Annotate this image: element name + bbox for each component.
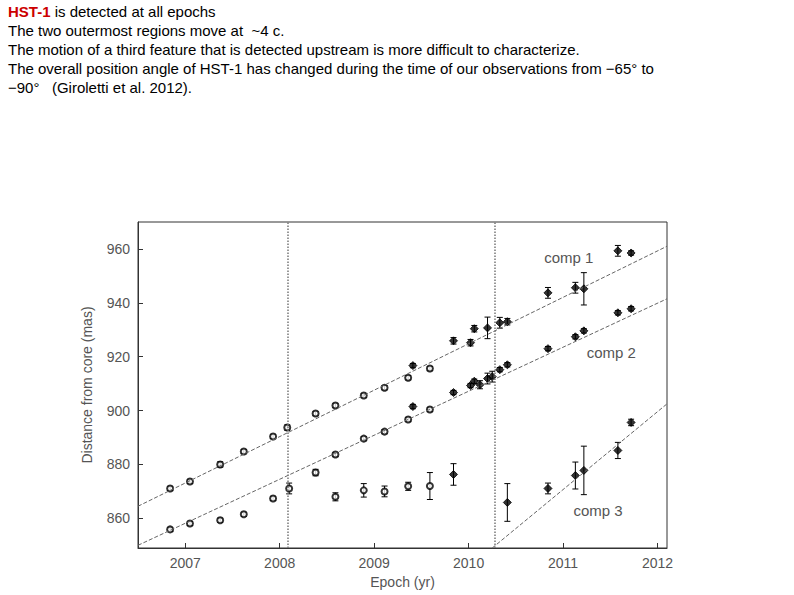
svg-text:comp 2: comp 2 [587, 344, 636, 361]
svg-text:The motion of a third feature: The motion of a third feature that is de… [8, 41, 580, 58]
svg-text:2010: 2010 [453, 555, 484, 571]
svg-text:900: 900 [107, 403, 131, 419]
svg-text:−90° (Giroletti et al. 2012): −90° (Giroletti et al. 2012). [8, 79, 192, 96]
svg-text:2009: 2009 [359, 555, 390, 571]
svg-text:880: 880 [107, 456, 131, 472]
svg-text:The two outermost regions move: The two outermost regions move at ~4 c. [8, 22, 284, 39]
svg-text:960: 960 [107, 241, 131, 257]
svg-text:comp 3: comp 3 [573, 502, 622, 519]
svg-text:is detected at all epochs: is detected at all epochs [51, 3, 216, 20]
svg-text:HST-1: HST-1 [8, 3, 51, 20]
svg-text:2008: 2008 [264, 555, 295, 571]
svg-text:comp 1: comp 1 [544, 249, 593, 266]
svg-text:Epoch (yr): Epoch (yr) [370, 574, 435, 590]
svg-text:860: 860 [107, 510, 131, 526]
svg-text:The overall position angle of: The overall position angle of HST-1 has … [8, 60, 654, 77]
svg-text:920: 920 [107, 349, 131, 365]
svg-text:2012: 2012 [642, 555, 673, 571]
svg-text:940: 940 [107, 295, 131, 311]
svg-text:2011: 2011 [548, 555, 578, 571]
svg-text:Distance from core (mas): Distance from core (mas) [79, 306, 95, 463]
svg-text:2007: 2007 [170, 555, 201, 571]
